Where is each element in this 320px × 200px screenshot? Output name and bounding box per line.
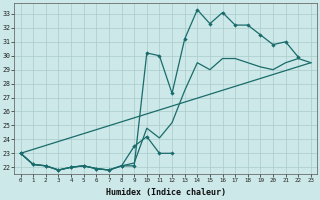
X-axis label: Humidex (Indice chaleur): Humidex (Indice chaleur) bbox=[106, 188, 226, 197]
